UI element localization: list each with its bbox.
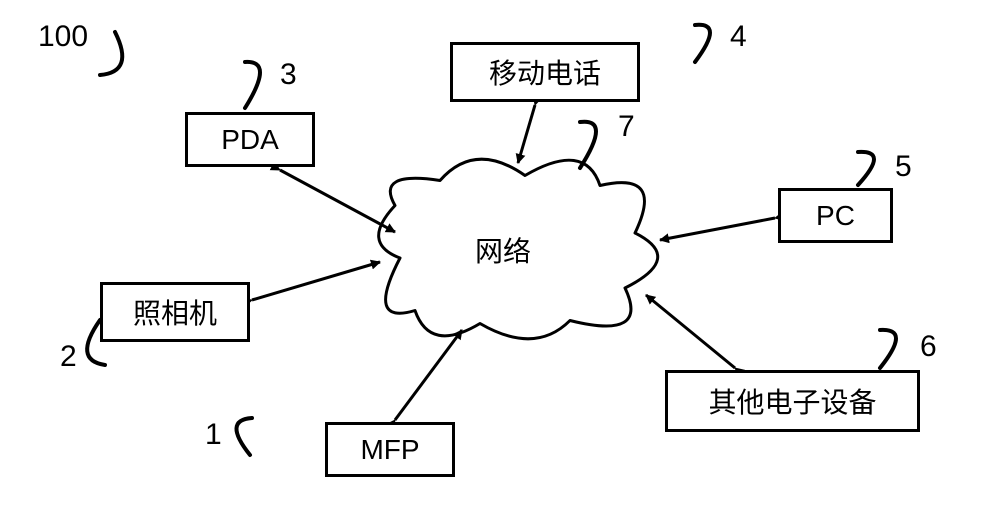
- node-label: 其他电子设备: [708, 381, 876, 421]
- reference-number: 6: [920, 330, 937, 364]
- diagram-canvas: 100 网络 7 MFP 1 照相机 2 PDA3 移动电话 4 PC 5 其他电子设备 6: [0, 0, 1000, 516]
- node-label: MFP: [360, 434, 419, 466]
- reference-number: 7: [618, 110, 635, 144]
- node-camera: 照相机: [100, 282, 250, 342]
- node-label: PDA: [221, 124, 279, 156]
- reference-number: 100: [38, 20, 88, 54]
- node-other: 其他电子设备: [665, 370, 920, 432]
- reference-number: 4: [730, 20, 747, 54]
- node-pda: PDA: [185, 112, 315, 167]
- node-mobile: 移动电话: [450, 42, 640, 102]
- node-label: PC: [816, 200, 855, 232]
- reference-number: 2: [60, 340, 77, 374]
- node-label: 移动电话: [489, 52, 601, 92]
- node-pc: PC: [778, 188, 893, 243]
- reference-number: 3: [280, 58, 297, 92]
- node-mfp: MFP: [325, 422, 455, 477]
- reference-number: 1: [205, 418, 222, 452]
- cloud-label: 网络: [475, 230, 531, 270]
- reference-number: 5: [895, 150, 912, 184]
- node-label: 照相机: [133, 292, 217, 332]
